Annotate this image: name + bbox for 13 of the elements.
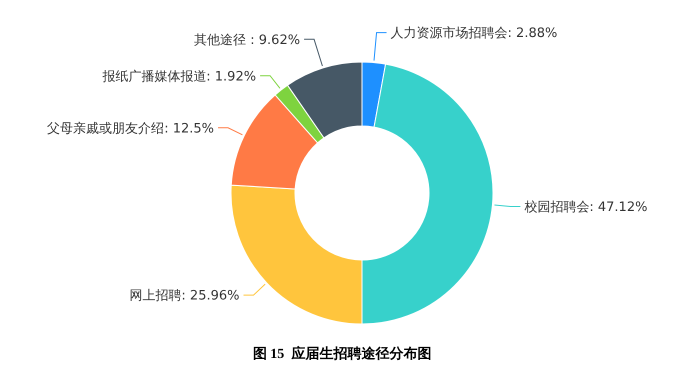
- data-label: : 2.88%: [508, 26, 558, 42]
- slice-label: 人力资源市场招聘会: [390, 26, 508, 42]
- text: 图 15 应届生招聘途径分布图: [252, 345, 432, 362]
- slice-label: 校园招聘会: [523, 200, 590, 216]
- data-label: : 1.92%: [206, 69, 256, 84]
- data-label: : 12.5%: [164, 121, 214, 136]
- slice-label: 其他途径: [194, 32, 250, 48]
- data-label: : 25.96%: [181, 288, 240, 304]
- data-label: : 47.12%: [589, 200, 648, 216]
- slice-label: 父母亲戚或朋友介绍: [47, 121, 164, 136]
- slice-label: 网上招聘: [129, 288, 182, 304]
- data-label: : 9.62%: [250, 32, 300, 48]
- slice-label: 报纸广播媒体报道: [101, 69, 206, 84]
